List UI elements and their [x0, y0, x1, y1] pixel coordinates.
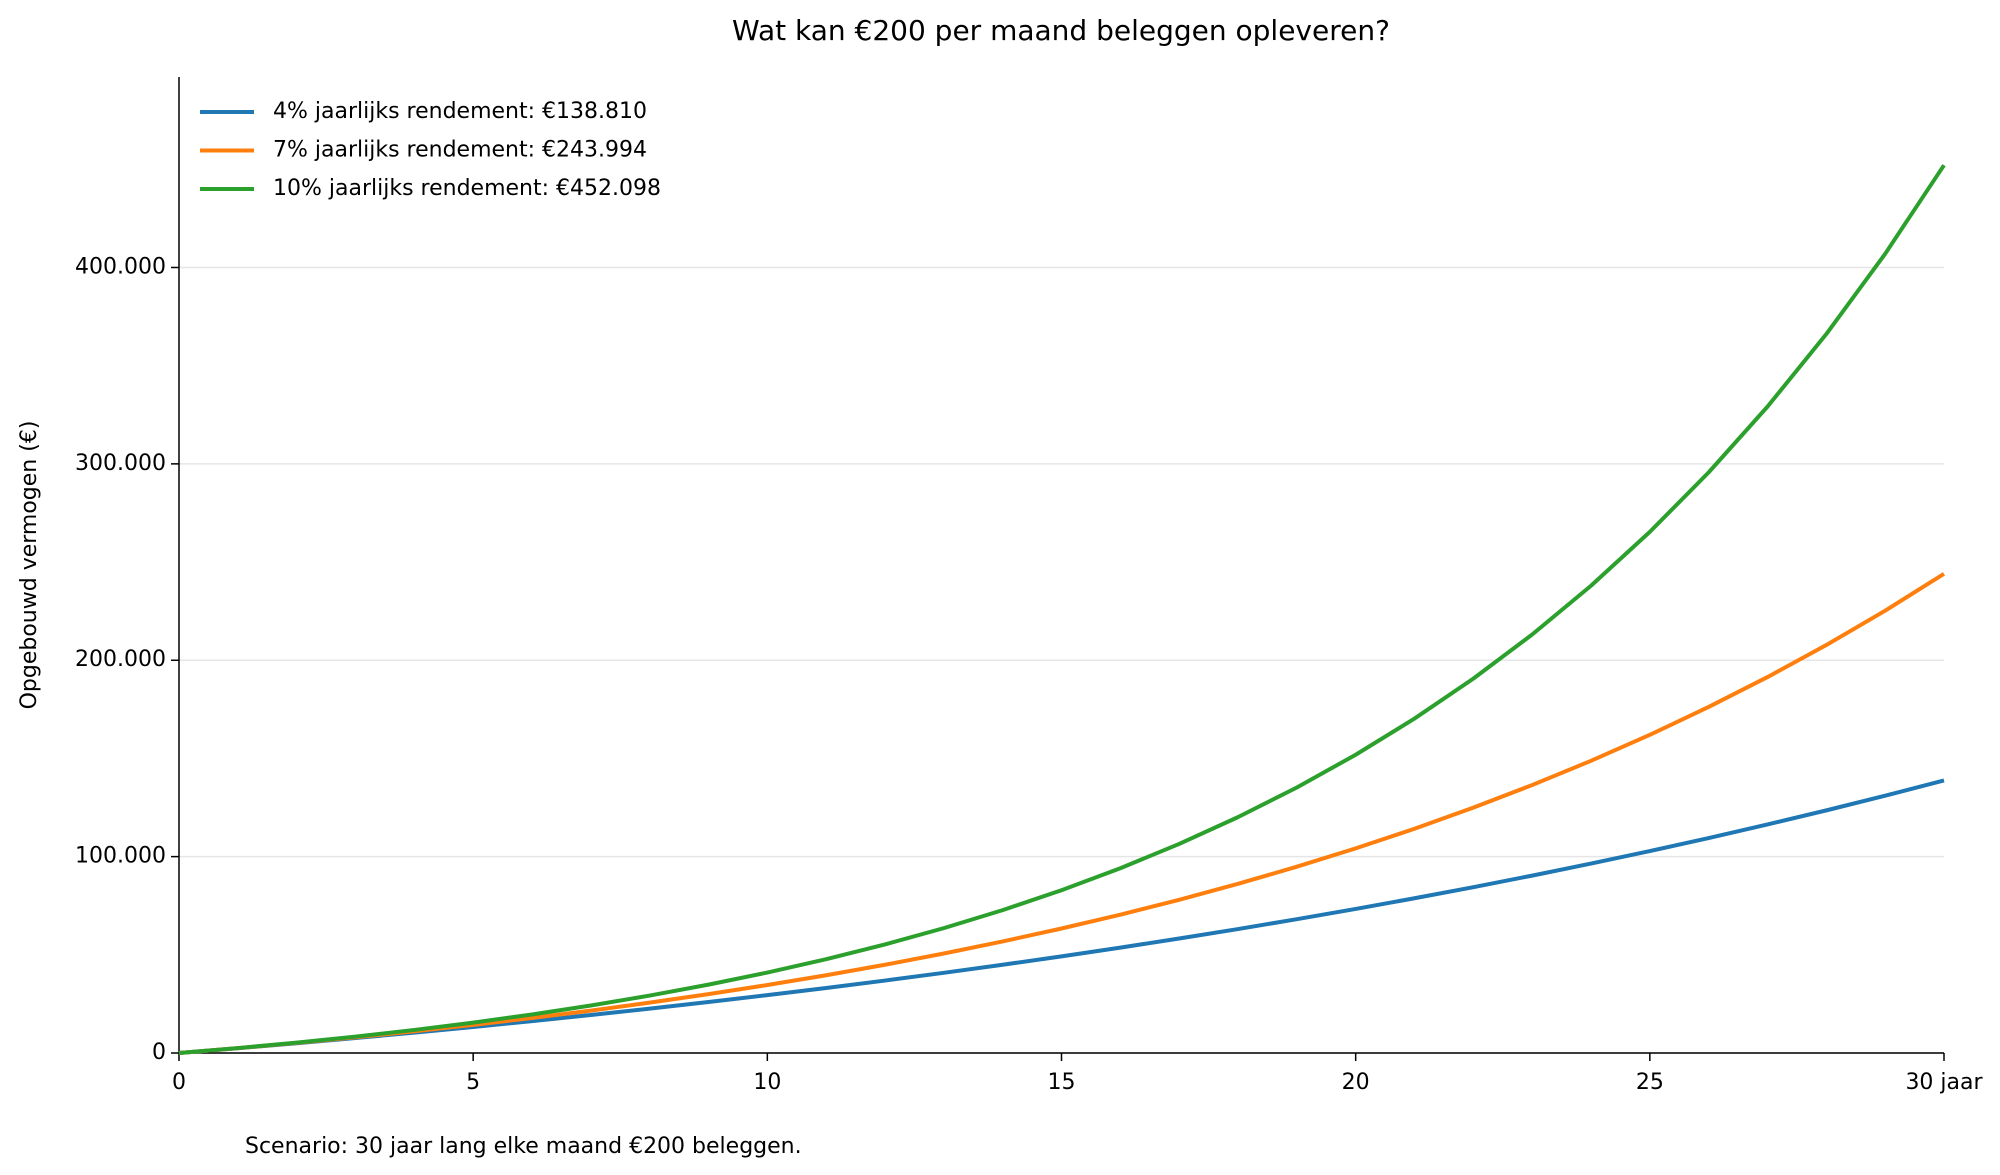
x-tick-label: 20 [1342, 1070, 1370, 1095]
legend-label: 10% jaarlijks rendement: €452.098 [273, 176, 661, 201]
footnote: Scenario: 30 jaar lang elke maand €200 b… [245, 1134, 802, 1159]
line-series [178, 164, 1946, 1055]
y-tick-label: 300.000 [75, 451, 166, 476]
y-tick-label: 0 [152, 1040, 166, 1065]
x-tick-label: 25 [1636, 1070, 1664, 1095]
legend-label: 7% jaarlijks rendement: €243.994 [273, 138, 647, 163]
x-tick-label: 0 [172, 1070, 186, 1095]
line-series [178, 572, 1946, 1055]
x-tick-label: 5 [466, 1070, 480, 1095]
x-tick-label: 15 [1048, 1070, 1076, 1095]
y-axis-label: Opgebouwd vermogen (€) [17, 421, 42, 710]
legend-label: 4% jaarlijks rendement: €138.810 [273, 99, 647, 124]
line-series [178, 778, 1945, 1055]
y-tick-label: 200.000 [75, 647, 166, 672]
x-tick-label: 30 jaar [1905, 1070, 1983, 1095]
x-tick-label: 10 [753, 1070, 781, 1095]
chart-title: Wat kan €200 per maand beleggen oplevere… [732, 14, 1390, 47]
y-tick-label: 100.000 [75, 844, 166, 869]
y-tick-label: 400.000 [75, 254, 166, 279]
